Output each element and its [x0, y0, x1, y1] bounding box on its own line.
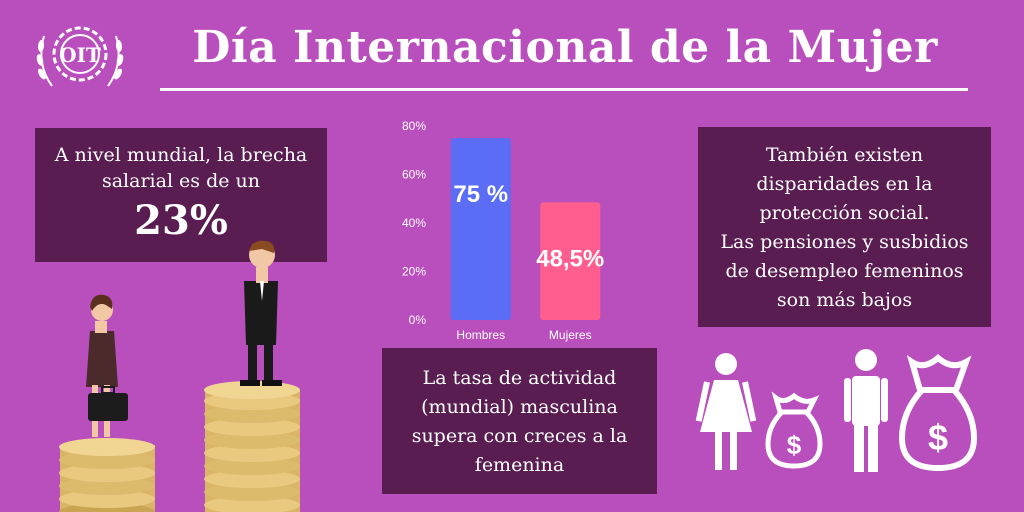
title-underline: [160, 88, 968, 91]
activity-rate-line-3: supera con creces a la: [411, 425, 628, 447]
oit-logo: OIT: [36, 26, 124, 87]
social-protection-line-5: de desempleo femeninos: [725, 260, 964, 282]
money-bag-icon: $: [898, 354, 978, 472]
logo-text: OIT: [59, 43, 101, 67]
activity-rate-line-2: (mundial) masculina: [421, 396, 618, 418]
activity-rate-box: La tasa de actividad (mundial) masculina…: [382, 348, 657, 494]
y-tick-label: 60%: [402, 168, 426, 182]
man-figure: [240, 240, 282, 386]
x-category-label: Hombres: [456, 328, 505, 342]
activity-rate-line-4: femenina: [474, 454, 565, 476]
bar-mujeres: [540, 202, 601, 320]
bar-value-label: 48,5%: [536, 245, 604, 272]
x-category-label: Mujeres: [549, 328, 592, 342]
activity-rate-chart: 0% 20% 40% 60% 80% 75 % Hombres 48,5% Mujeres: [402, 119, 604, 342]
social-protection-line-3: protección social.: [759, 202, 930, 224]
woman-icon: [695, 353, 757, 470]
y-tick-label: 80%: [402, 119, 426, 133]
icons-group: $ $: [695, 349, 978, 472]
woman-figure: [86, 294, 128, 437]
activity-rate-line-1: La tasa de actividad: [422, 367, 617, 389]
y-tick-label: 20%: [402, 265, 426, 279]
wage-gap-text: A nivel mundial, la brecha salarial es d…: [54, 144, 308, 192]
wage-gap-box: A nivel mundial, la brecha salarial es d…: [35, 128, 327, 262]
y-tick-label: 40%: [402, 216, 426, 230]
social-protection-line-6: son más bajos: [776, 289, 913, 311]
right-coin-stack: [204, 381, 300, 512]
svg-text:$: $: [787, 430, 802, 460]
page-title: Día Internacional de la Mujer: [192, 22, 938, 73]
coins-illustration: [59, 240, 300, 512]
bar-value-label: 75 %: [453, 181, 508, 208]
y-tick-label: 0%: [409, 313, 427, 327]
social-protection-line-4: Las pensiones y susbidios: [720, 231, 969, 253]
bar-hombres: [450, 138, 511, 320]
social-protection-line-1: También existen: [765, 144, 924, 166]
left-coin-stack: [59, 438, 155, 512]
social-protection-line-2: disparidades en la: [756, 173, 933, 195]
man-icon: [844, 349, 888, 472]
wage-gap-value: 23%: [134, 197, 228, 244]
money-bag-icon: $: [765, 391, 823, 469]
svg-text:$: $: [928, 417, 948, 458]
social-protection-box: También existen disparidades en la prote…: [698, 127, 991, 327]
